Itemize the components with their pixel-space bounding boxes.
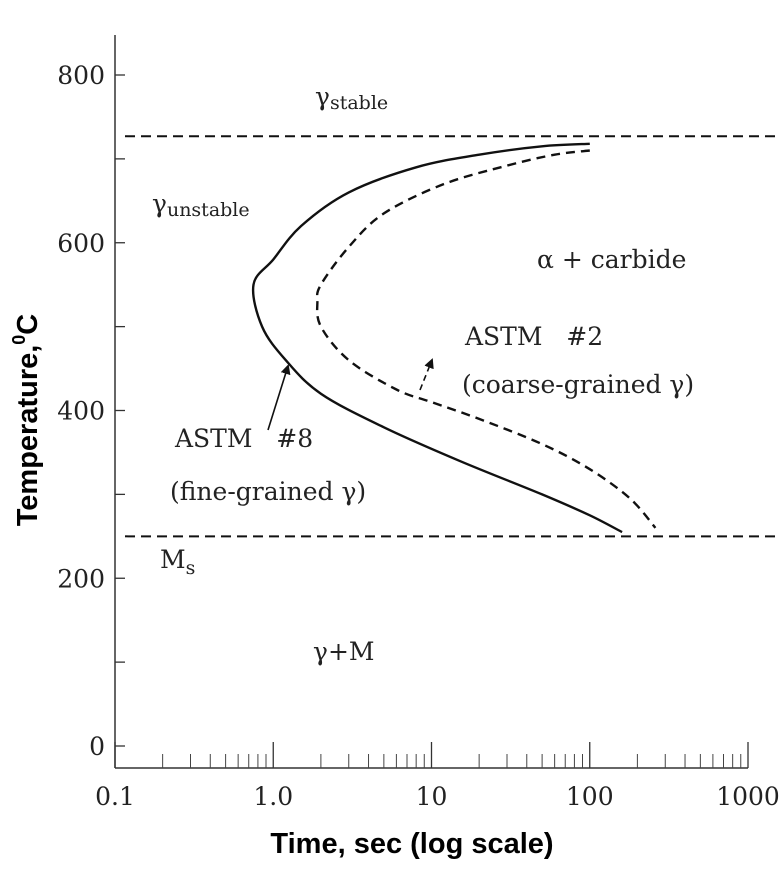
y-tick-label: 0	[89, 732, 105, 761]
y-tick-label: 200	[57, 564, 105, 593]
x-tick-label: 0.1	[95, 782, 135, 811]
tick-labels: 0 200 400 600 800 0.1 1.0 10 100 1000	[57, 61, 780, 811]
ms-label: Ms	[160, 545, 195, 579]
x-tick-label: 10	[416, 782, 448, 811]
y-tick-label: 600	[57, 229, 105, 258]
curve-solid	[251, 142, 623, 534]
astm-2-label: ASTM #2	[464, 322, 603, 351]
x-tick-label: 100	[566, 782, 614, 811]
curves	[251, 142, 657, 534]
x-axis-title: Time, sec (log scale)	[270, 828, 553, 860]
axes	[114, 35, 749, 769]
astm-2-arrow	[419, 358, 434, 391]
gamma-stable-label: γstable	[315, 82, 388, 114]
x-minor-ticks	[162, 754, 742, 768]
x-tick-label: 1000	[716, 782, 780, 811]
coarse-grained-label: (coarse-grained γ)	[462, 370, 694, 399]
y-tick-label: 800	[57, 61, 105, 90]
curve-dashed	[315, 149, 657, 529]
y-axis-title: Temperature,0C	[9, 314, 44, 527]
gamma-unstable-label: γunstable	[152, 189, 250, 221]
astm-8-label: ASTM #8	[174, 424, 313, 453]
y-tick-label: 400	[57, 397, 105, 426]
fine-grained-label: (fine-grained γ)	[170, 477, 366, 506]
gamma-martensite-label: γ+M	[313, 637, 375, 666]
alpha-carbide-label: α + carbide	[537, 245, 686, 274]
reference-lines	[125, 135, 775, 538]
astm-8-arrow	[267, 364, 291, 431]
x-tick-label: 1.0	[253, 782, 293, 811]
